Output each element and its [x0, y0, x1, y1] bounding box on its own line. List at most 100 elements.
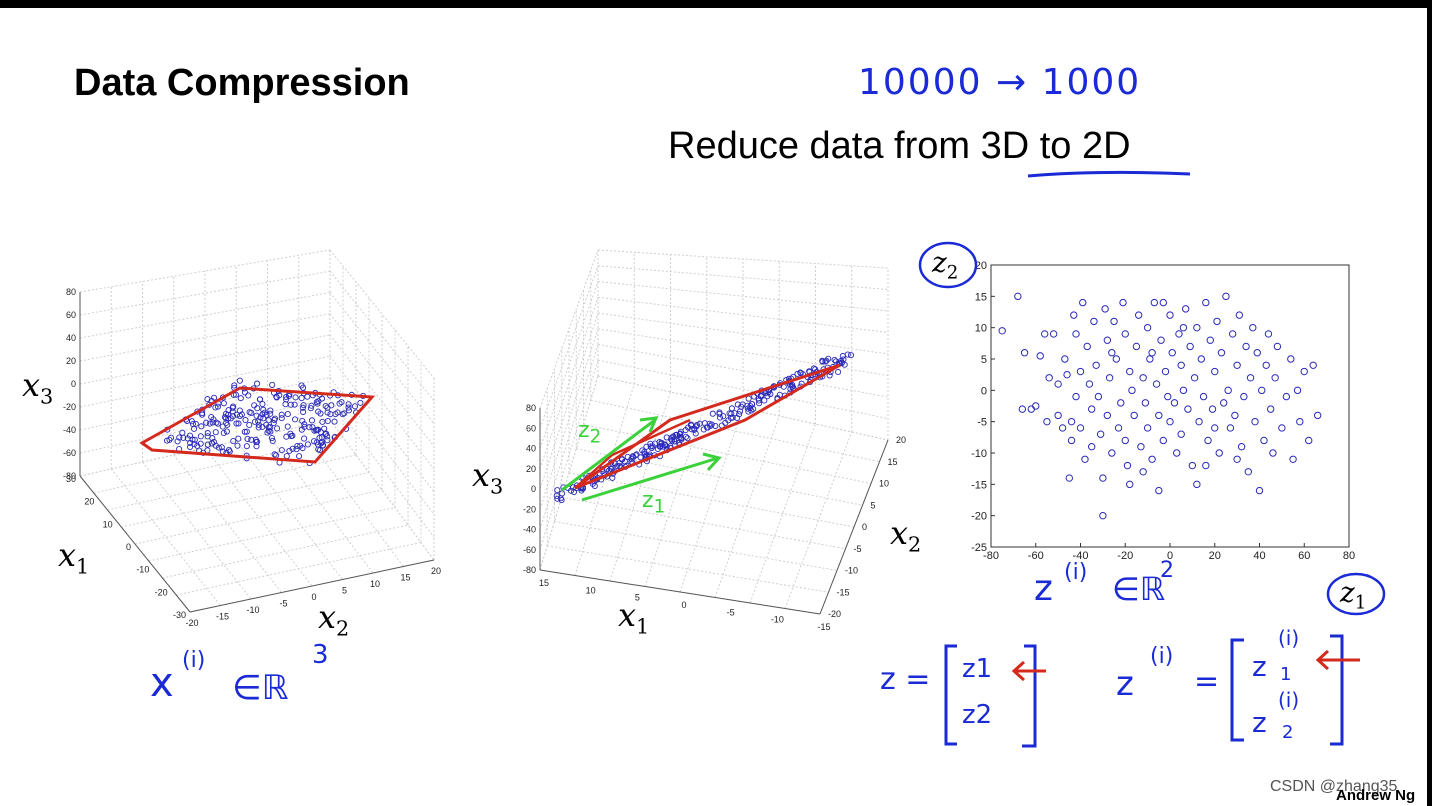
- scatter-point: [1226, 424, 1235, 432]
- z2-circle: [918, 241, 978, 289]
- scatter-point: [1067, 417, 1076, 426]
- data-point: [745, 408, 752, 415]
- scatter-point: [1206, 336, 1214, 344]
- mid-x1-tick: 0: [681, 600, 686, 610]
- data-point: [223, 419, 230, 426]
- data-point: [300, 408, 307, 416]
- left-x2-tick: 20: [431, 566, 441, 576]
- left-x2-tick: -15: [216, 612, 229, 622]
- left-z-tick: 0: [71, 379, 76, 389]
- scatter-point: [1041, 330, 1049, 338]
- scatter-x-tick: 80: [1343, 550, 1355, 562]
- data-point: [621, 458, 628, 465]
- left-z-tick: -40: [63, 425, 76, 435]
- data-point: [663, 434, 670, 441]
- mid-x1-tick: -15: [817, 622, 830, 632]
- red-arrows: [1011, 649, 1360, 682]
- z-vector-entry-2: z2: [962, 700, 993, 730]
- data-point: [225, 446, 233, 453]
- data-point: [242, 416, 249, 424]
- grid-line: [267, 433, 374, 574]
- scatter-point: [1112, 355, 1121, 363]
- circled-z2-label: z2: [932, 246, 959, 284]
- data-point: [268, 434, 275, 442]
- scatter-point: [1121, 436, 1129, 445]
- left-z-tick: -20: [63, 402, 76, 412]
- data-point: [236, 412, 244, 420]
- scatter-point: [1166, 417, 1174, 426]
- data-point: [678, 436, 685, 443]
- data-point: [315, 446, 322, 453]
- data-point: [826, 372, 833, 379]
- data-point: [725, 417, 732, 424]
- scatter-x-tick: 60: [1298, 550, 1310, 562]
- left-x2-label: x2: [318, 598, 350, 641]
- data-point: [221, 414, 229, 421]
- data-point: [265, 417, 272, 424]
- scatter-point: [1049, 330, 1058, 338]
- scatter-point: [1300, 367, 1308, 376]
- scatter-point: [1278, 424, 1286, 432]
- scatter-point: [1139, 468, 1147, 476]
- slide-title: Data Compression: [74, 62, 410, 104]
- scatter-point: [1114, 424, 1123, 432]
- grid-line: [597, 359, 889, 419]
- grid-line: [329, 377, 435, 515]
- scatter-point: [1220, 399, 1228, 407]
- scatter-caption-dim: 2: [1160, 558, 1174, 583]
- scatter-point: [1121, 330, 1129, 338]
- data-point: [278, 411, 285, 418]
- data-point: [684, 435, 691, 442]
- data-point: [554, 495, 561, 502]
- data-point: [299, 404, 306, 411]
- scatter-point: [1043, 417, 1051, 426]
- data-point: [668, 437, 676, 444]
- left-x3-label: x3: [22, 366, 54, 409]
- scatter-point: [1262, 361, 1270, 369]
- scatter-point: [1134, 311, 1143, 319]
- scatter-point: [1126, 367, 1134, 376]
- data-point: [230, 437, 237, 445]
- data-point: [219, 423, 226, 430]
- data-point: [168, 434, 175, 441]
- data-point: [230, 403, 237, 410]
- zi-entry-2-sub: 2: [1282, 722, 1294, 743]
- handwritten-dimensions: 10000 → 1000: [858, 62, 1142, 103]
- grid-line: [597, 344, 889, 398]
- data-point: [797, 370, 804, 377]
- grid-line: [79, 355, 331, 408]
- red-arrow-2: [1315, 649, 1360, 671]
- grid-line: [539, 281, 599, 449]
- data-point: [822, 358, 829, 365]
- scatter-point: [1309, 361, 1317, 369]
- data-point: [322, 402, 329, 410]
- scatter-plot: -80 -60 -40 -20 0 20 40 60 80 20 15 10 5 0 -5 -10 -15 -20…: [918, 241, 1386, 616]
- data-point: [198, 423, 205, 430]
- scatter-point: [1032, 402, 1040, 410]
- data-point: [209, 419, 216, 426]
- grid-line: [329, 249, 435, 379]
- data-point: [693, 423, 700, 430]
- left-x1-tick: 30: [66, 474, 76, 484]
- scatter-point: [1211, 424, 1219, 432]
- scatter-point: [1087, 443, 1096, 451]
- data-point: [744, 405, 751, 412]
- scatter-point: [1168, 349, 1176, 357]
- scatter-point: [1123, 461, 1132, 470]
- zi-left-bracket: [1230, 638, 1244, 742]
- data-point: [204, 441, 211, 448]
- scatter-point: [1137, 443, 1145, 451]
- data-point: [191, 425, 198, 432]
- data-point: [231, 382, 238, 389]
- data-point: [323, 430, 330, 437]
- grid-line: [539, 360, 599, 550]
- data-point: [243, 428, 250, 435]
- scatter-point: [1208, 405, 1217, 413]
- data-point: [284, 411, 291, 418]
- zi-entry-2: z: [1252, 706, 1267, 739]
- data-point: [339, 411, 346, 418]
- mid-x3-label: x3: [472, 456, 504, 499]
- z-right-bracket: [1022, 644, 1037, 748]
- scatter-point: [1166, 311, 1174, 319]
- mid-x1-tick: -10: [771, 615, 784, 625]
